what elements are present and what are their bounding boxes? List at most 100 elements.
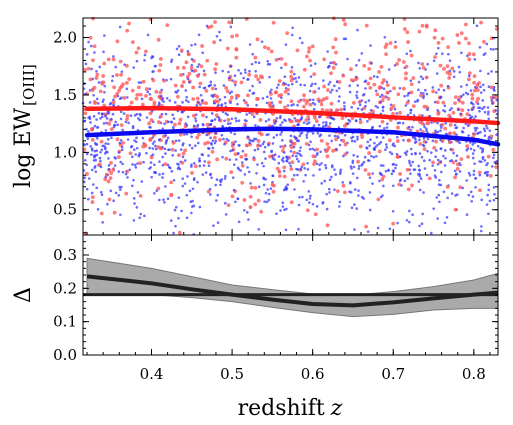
data-point xyxy=(452,151,455,155)
data-point xyxy=(322,57,327,62)
data-point xyxy=(178,117,183,122)
data-point xyxy=(420,121,425,126)
data-point xyxy=(486,170,490,174)
top-y-axis: 0.51.01.52.0 xyxy=(53,25,498,234)
data-point xyxy=(171,141,176,145)
data-point xyxy=(422,92,425,95)
data-point xyxy=(368,144,371,148)
data-point xyxy=(405,167,410,172)
data-point xyxy=(115,137,120,142)
data-point xyxy=(295,80,298,83)
data-point xyxy=(213,141,217,145)
data-point xyxy=(492,48,495,51)
data-point xyxy=(115,91,120,96)
data-point xyxy=(443,221,447,225)
data-point xyxy=(319,99,324,103)
data-point xyxy=(196,125,199,128)
data-point xyxy=(373,141,376,145)
data-point xyxy=(363,168,368,172)
data-point xyxy=(144,94,148,98)
data-point xyxy=(170,170,174,173)
data-point xyxy=(283,105,287,110)
delta-confidence-band xyxy=(86,257,499,318)
data-point xyxy=(432,59,436,63)
data-point xyxy=(471,152,475,155)
data-point xyxy=(316,131,320,135)
data-point xyxy=(270,88,273,92)
data-point xyxy=(96,208,100,211)
data-point xyxy=(439,147,443,150)
data-point xyxy=(303,167,306,170)
data-point xyxy=(436,40,441,45)
x-tick-label: 0.4 xyxy=(140,365,164,383)
data-point xyxy=(473,162,476,165)
data-point xyxy=(264,120,268,123)
data-point xyxy=(406,113,410,117)
data-point xyxy=(320,182,323,185)
data-point xyxy=(285,31,290,36)
data-point xyxy=(177,45,181,48)
data-point xyxy=(262,183,266,187)
data-point xyxy=(267,143,270,147)
data-point xyxy=(90,67,93,71)
data-point xyxy=(381,106,385,109)
data-point xyxy=(472,105,475,109)
data-point xyxy=(154,147,158,151)
data-point xyxy=(170,58,174,62)
data-point xyxy=(228,91,232,95)
data-point xyxy=(92,159,96,162)
data-point xyxy=(243,68,247,72)
data-point xyxy=(256,139,261,143)
data-point xyxy=(435,100,440,105)
data-point xyxy=(169,77,173,81)
data-point xyxy=(337,87,341,90)
data-point xyxy=(255,171,258,175)
data-point xyxy=(349,78,354,82)
data-point xyxy=(465,144,470,149)
data-point xyxy=(90,127,94,131)
data-point xyxy=(125,87,129,91)
data-point xyxy=(281,145,286,149)
data-point xyxy=(311,82,314,86)
data-point xyxy=(417,164,421,168)
x-tick-label: 0.7 xyxy=(381,365,405,383)
data-point xyxy=(335,80,339,84)
data-point xyxy=(474,177,477,180)
data-point xyxy=(448,131,453,136)
data-point xyxy=(392,86,396,91)
data-point xyxy=(452,70,456,73)
data-point xyxy=(455,33,460,37)
data-point xyxy=(481,99,485,102)
data-point xyxy=(261,97,265,100)
data-point xyxy=(289,167,294,171)
data-point xyxy=(118,188,122,191)
data-point xyxy=(450,107,453,110)
data-point xyxy=(195,73,200,78)
data-point xyxy=(271,142,275,145)
data-point xyxy=(314,82,317,86)
data-point xyxy=(273,158,276,161)
data-point xyxy=(177,53,181,57)
data-point xyxy=(337,80,342,84)
data-point xyxy=(99,150,102,154)
data-point xyxy=(457,108,460,111)
data-point xyxy=(265,200,269,204)
data-point xyxy=(438,178,441,182)
data-point xyxy=(251,84,254,88)
data-point xyxy=(237,220,241,224)
data-point xyxy=(106,150,109,154)
data-point xyxy=(447,113,452,118)
data-point xyxy=(306,168,310,171)
data-point xyxy=(483,171,487,175)
data-point xyxy=(135,59,139,63)
data-point xyxy=(122,112,126,115)
data-point xyxy=(257,61,261,65)
data-point xyxy=(141,136,145,140)
data-point xyxy=(237,119,241,122)
data-point xyxy=(112,55,115,58)
data-point xyxy=(115,73,119,77)
data-point xyxy=(436,108,440,112)
data-point xyxy=(281,201,285,204)
data-point xyxy=(309,64,313,67)
data-point xyxy=(284,43,288,46)
